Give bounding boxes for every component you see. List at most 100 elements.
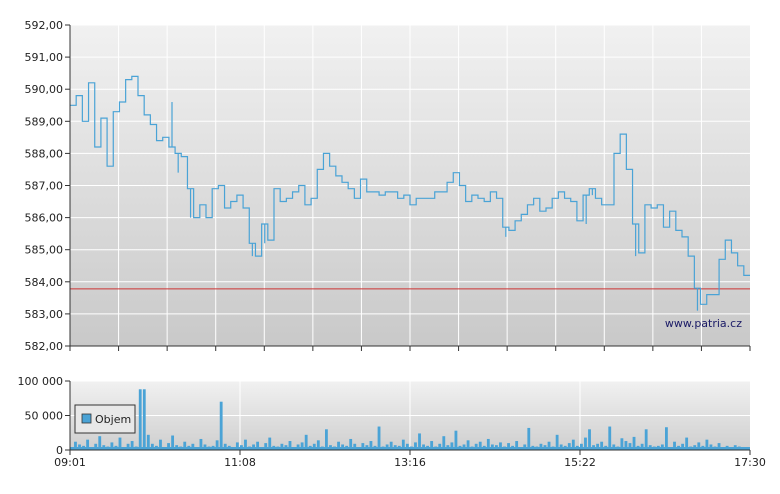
volume-bar [608, 426, 612, 450]
time-tick-label: 09:01 [54, 456, 86, 469]
volume-bar [418, 433, 421, 450]
volume-bar [705, 439, 709, 450]
volume-bar [442, 436, 446, 450]
time-tick-label: 15:22 [564, 456, 596, 469]
volume-bar [337, 441, 340, 450]
volume-bar [215, 440, 219, 450]
price-tick-label: 587,00 [25, 180, 64, 193]
price-tick-label: 589,00 [25, 115, 64, 128]
volume-bar [717, 443, 721, 450]
volume-bar [539, 443, 543, 450]
volume-bar [325, 429, 328, 450]
volume-bar [304, 434, 308, 450]
volume-bar [142, 389, 146, 450]
price-tick-label: 590,00 [25, 83, 64, 96]
time-tick-label: 17:30 [734, 456, 766, 469]
volume-bar [401, 439, 405, 450]
volume-bar [507, 443, 510, 450]
price-tick-label: 588,00 [25, 147, 64, 160]
volume-bar [640, 443, 644, 450]
price-tick-label: 586,00 [25, 212, 64, 225]
volume-bar [580, 443, 583, 450]
volume-bar [167, 443, 170, 450]
price-tick-label: 583,00 [25, 308, 64, 321]
volume-bar [130, 441, 134, 450]
volume-bar [86, 439, 90, 450]
volume-bar [118, 437, 122, 450]
volume-bar [159, 439, 162, 450]
volume-bar [596, 443, 600, 450]
volume-bar [138, 389, 142, 450]
volume-bar [454, 430, 458, 450]
volume-bar [499, 442, 502, 450]
volume-legend: Objem [74, 404, 136, 434]
volume-bar [126, 443, 130, 450]
volume-bar [264, 443, 268, 450]
volume-bar [171, 435, 175, 450]
volume-bar [438, 443, 442, 450]
volume-bar [515, 441, 519, 450]
volume-bar [223, 443, 227, 450]
volume-base-strip [70, 447, 750, 450]
time-tick-label: 11:08 [224, 456, 256, 469]
volume-bar [183, 441, 187, 450]
volume-tick-label: 100 000 [18, 375, 64, 388]
volume-bar [98, 436, 102, 450]
time-tick-label: 13:16 [394, 456, 426, 469]
volume-bar [450, 442, 454, 450]
volume-bar [478, 441, 482, 450]
volume-bar [369, 441, 373, 450]
volume-bar [466, 440, 470, 450]
volume-bar [349, 438, 353, 450]
volume-bar [94, 443, 98, 450]
price-series-line [70, 75, 750, 305]
volume-bar [389, 441, 393, 450]
volume-bar [268, 437, 272, 450]
volume-bar [681, 443, 685, 450]
volume-bar [414, 442, 417, 450]
price-tick-label: 591,00 [25, 51, 64, 64]
volume-bar [146, 434, 150, 450]
volume-bar [377, 426, 381, 450]
volume-bar [191, 443, 195, 450]
volume-bar [620, 438, 624, 450]
volume-bar [74, 441, 77, 450]
volume-bar [300, 442, 304, 450]
volume-bar [474, 443, 478, 450]
volume-tick-label: 0 [56, 444, 63, 457]
volume-bar [199, 438, 203, 450]
watermark-text: www.patria.cz [665, 317, 742, 330]
volume-bar [150, 443, 154, 450]
volume-bar [628, 443, 632, 450]
volume-bar [547, 441, 551, 450]
legend-swatch [81, 413, 92, 424]
volume-bar [219, 401, 223, 450]
volume-bar [665, 427, 668, 450]
volume-bar [405, 443, 409, 450]
volume-bar [256, 441, 260, 450]
volume-bar [697, 442, 701, 450]
volume-bar [316, 440, 320, 450]
volume-bar [600, 441, 604, 450]
volume-bar [644, 429, 648, 450]
volume-bar [588, 429, 591, 450]
volume-bar [555, 434, 559, 450]
volume-bar [486, 438, 490, 450]
price-tick-label: 592,00 [25, 19, 64, 32]
legend-label: Objem [95, 413, 131, 426]
price-tick-label: 585,00 [25, 244, 64, 257]
volume-tick-label: 50 000 [25, 410, 64, 423]
volume-bar [288, 441, 292, 450]
volume-bar [280, 443, 284, 450]
volume-bar [110, 442, 114, 450]
price-tick-label: 584,00 [25, 276, 64, 289]
price-tick-label: 582,00 [25, 340, 64, 353]
volume-bar [235, 442, 239, 450]
volume-bar [353, 443, 357, 450]
volume-bar [673, 441, 676, 450]
volume-bar [527, 427, 531, 450]
volume-bar [430, 441, 434, 450]
volume-bar [685, 437, 689, 450]
volume-bar [244, 439, 247, 450]
